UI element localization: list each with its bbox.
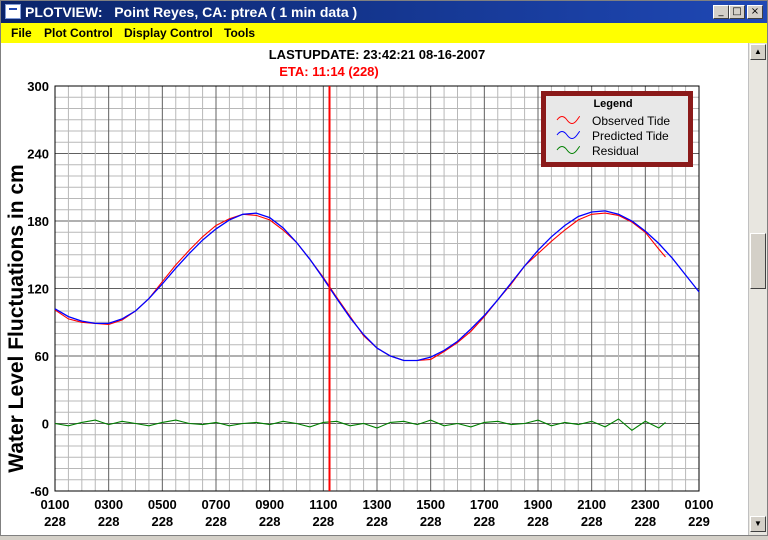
x-tick-time-label: 1700	[470, 497, 499, 512]
maximize-button[interactable]: □	[729, 5, 745, 19]
x-tick-time-label: 2300	[631, 497, 660, 512]
x-tick-time-label: 0100	[41, 497, 70, 512]
menu-tools[interactable]: Tools	[224, 26, 256, 40]
y-tick-label: 180	[27, 214, 49, 229]
x-tick-time-label: 0700	[202, 497, 231, 512]
x-tick-day-label: 228	[151, 514, 173, 529]
x-tick-time-label: 0300	[94, 497, 123, 512]
x-tick-day-label: 228	[634, 514, 656, 529]
legend-title: Legend	[593, 98, 632, 110]
close-button[interactable]: ×	[747, 5, 763, 19]
legend-label-predicted: Predicted Tide	[592, 129, 669, 143]
x-tick-time-label: 1900	[524, 497, 553, 512]
scroll-thumb[interactable]	[750, 233, 766, 289]
x-tick-time-label: 0900	[255, 497, 284, 512]
x-tick-day-label: 228	[312, 514, 334, 529]
y-axis-ticks: -60 0 60 120 180 240 300	[27, 79, 49, 499]
x-tick-day-label: 229	[688, 514, 710, 529]
series-line-residual	[54, 418, 666, 431]
legend-background	[546, 96, 688, 162]
series-line-observed	[54, 212, 666, 362]
minimize-button[interactable]: _	[713, 5, 729, 19]
series-line-predicted	[54, 210, 700, 362]
y-axis-label: Water Level Fluctuations in cm	[5, 164, 28, 472]
grid	[54, 85, 700, 492]
x-tick-time-label: 0100	[685, 497, 714, 512]
x-tick-time-label: 1100	[309, 497, 337, 512]
menu-display-control[interactable]: Display Control	[124, 26, 213, 40]
y-tick-label: 240	[27, 147, 49, 162]
x-axis-ticks: 0100 228 0300 228 0500 228 0700 228 0900 228 1100 2…	[41, 497, 714, 529]
legend: Legend Observed Tide Predicted Tide Resi…	[541, 91, 693, 167]
scroll-down-button[interactable]: ▼	[750, 516, 766, 532]
y-tick-label: 300	[27, 79, 49, 94]
x-tick-day-label: 228	[44, 514, 66, 529]
plot-frame	[54, 85, 700, 492]
legend-symbol-residual	[556, 146, 580, 154]
series-layer	[54, 210, 700, 431]
legend-symbol-observed	[556, 116, 580, 124]
y-tick-label: -60	[30, 484, 49, 499]
tide-chart: LASTUPDATE: 23:42:21 08-16-2007 ETA: 11:…	[5, 47, 714, 529]
legend-symbol-predicted	[556, 131, 580, 139]
menu-bar: File Plot Control Display Control Tools	[1, 23, 767, 43]
last-update-text: LASTUPDATE: 23:42:21 08-16-2007	[269, 47, 486, 62]
x-tick-time-label: 2100	[577, 497, 606, 512]
x-tick-day-label: 228	[473, 514, 495, 529]
y-tick-label: 60	[35, 349, 49, 364]
x-tick-time-label: 0500	[148, 497, 177, 512]
x-tick-time-label: 1500	[416, 497, 445, 512]
eta-text: ETA: 11:14 (228)	[279, 64, 378, 79]
plot-area: LASTUPDATE: 23:42:21 08-16-2007 ETA: 11:…	[1, 43, 748, 535]
scroll-up-button[interactable]: ▲	[750, 44, 766, 60]
x-tick-day-label: 228	[581, 514, 603, 529]
x-tick-day-label: 228	[366, 514, 388, 529]
app-icon	[5, 4, 21, 19]
x-tick-day-label: 228	[259, 514, 281, 529]
y-tick-label: 120	[27, 282, 49, 297]
x-tick-day-label: 228	[205, 514, 227, 529]
x-tick-day-label: 228	[98, 514, 120, 529]
title-bar[interactable]: PLOTVIEW: Point Reyes, CA: ptreA ( 1 min…	[1, 1, 767, 23]
menu-plot-control[interactable]: Plot Control	[44, 26, 113, 40]
vertical-scrollbar[interactable]: ▲ ▼	[748, 43, 767, 535]
x-tick-day-label: 228	[420, 514, 442, 529]
menu-file[interactable]: File	[11, 26, 32, 40]
window-title: PLOTVIEW: Point Reyes, CA: ptreA ( 1 min…	[25, 4, 358, 20]
x-tick-time-label: 1300	[363, 497, 392, 512]
x-tick-day-label: 228	[527, 514, 549, 529]
legend-label-residual: Residual	[592, 144, 639, 158]
y-tick-label: 0	[42, 417, 49, 432]
legend-label-observed: Observed Tide	[592, 114, 670, 128]
